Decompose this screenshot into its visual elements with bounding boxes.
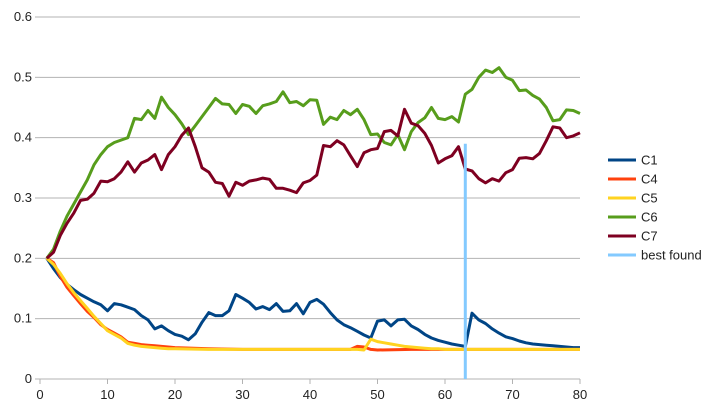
series-line-c5 (45, 257, 580, 352)
legend-label: C7 (641, 229, 658, 244)
legend: C1 C4 C5 C6 C7 best found (608, 153, 702, 263)
x-tick-label: 30 (235, 387, 249, 402)
x-tick-label: 20 (168, 387, 182, 402)
legend-label: C6 (641, 210, 658, 225)
y-tick-label: 0.1 (14, 311, 32, 326)
y-tick-label: 0.2 (14, 250, 32, 265)
y-tick-label: 0.5 (14, 69, 32, 84)
series-line-c6 (45, 66, 581, 260)
series-line-c1 (45, 257, 580, 350)
y-tick-label: 0.4 (14, 130, 32, 145)
x-tick-label: 50 (370, 387, 384, 402)
legend-label: C1 (641, 153, 658, 168)
legend-label: C5 (641, 191, 658, 206)
x-tick-label: 80 (573, 387, 587, 402)
series-line-c4 (45, 257, 580, 352)
gridlines (40, 16, 580, 380)
legend-label: C4 (641, 172, 658, 187)
x-tick-label: 70 (505, 387, 519, 402)
x-tick-label: 40 (303, 387, 317, 402)
y-tick-label: 0 (25, 371, 32, 386)
y-tick-label: 0.6 (14, 9, 32, 24)
series-lines (45, 66, 581, 379)
x-tick-label: 60 (438, 387, 452, 402)
series-line-c7 (45, 107, 581, 260)
legend-label: best found (641, 248, 702, 263)
x-tick-label: 0 (36, 387, 43, 402)
y-tick-label: 0.3 (14, 190, 32, 205)
axes: 0 0.1 0.2 0.3 0.4 0.5 0.6 0 10 20 30 40 50 60 70 80 (14, 9, 587, 402)
x-tick-label: 10 (100, 387, 114, 402)
